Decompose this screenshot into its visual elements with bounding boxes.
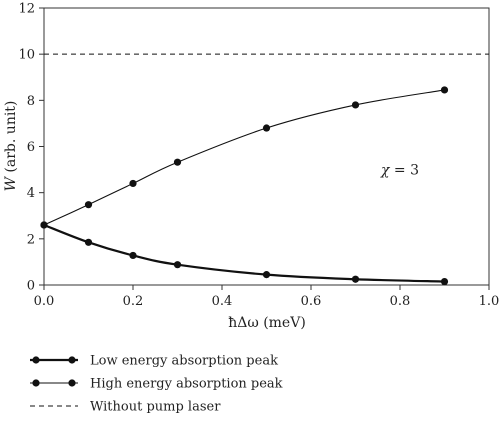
x-axis-ticks: 0.0 0.2 0.4 0.6 0.8 1.0 — [34, 285, 500, 309]
y-tick-label: 2 — [27, 232, 35, 247]
x-axis-label: ħΔω (meV) — [228, 315, 306, 331]
x-tick-label: 0.4 — [212, 294, 233, 309]
legend-label: Low energy absorption peak — [90, 354, 278, 369]
data-point — [440, 277, 449, 286]
data-point — [129, 179, 137, 188]
x-tick-label: 0.8 — [390, 294, 411, 309]
data-point — [40, 221, 48, 229]
data-point — [351, 101, 360, 109]
data-point — [262, 124, 271, 132]
y-tick-label: 6 — [27, 140, 35, 155]
plot-frame — [43, 7, 490, 286]
legend-marker — [32, 379, 40, 387]
legend-marker — [32, 356, 40, 364]
data-point — [84, 201, 93, 209]
data-point — [84, 238, 93, 246]
data-point — [351, 275, 360, 283]
data-point — [173, 158, 182, 166]
legend-label: High energy absorption peak — [90, 377, 283, 392]
x-tick-label: 0.6 — [301, 294, 322, 309]
chi-symbol: χ — [380, 163, 391, 179]
legend-label: Without pump laser — [90, 400, 221, 415]
x-tick-label: 0.2 — [123, 294, 144, 309]
chi-value: = 3 — [389, 163, 419, 179]
x-tick-label: 0.0 — [34, 294, 55, 309]
y-tick-label: 0 — [27, 279, 35, 294]
data-point — [173, 261, 182, 269]
x-tick-label: 1.0 — [479, 294, 500, 309]
chi-annotation: χ = 3 — [380, 163, 419, 179]
legend-marker — [68, 356, 76, 364]
legend: Low energy absorption peak High energy ab… — [30, 354, 283, 415]
series-line-0 — [43, 223, 445, 283]
y-tick-label: 8 — [27, 94, 35, 109]
y-axis-label-rest: (arb. unit) — [3, 101, 19, 177]
y-tick-label: 12 — [18, 2, 35, 17]
data-point — [262, 271, 271, 279]
series-layer — [40, 53, 489, 286]
y-axis-label: W (arb. unit) — [3, 101, 19, 192]
series-line-1 — [43, 89, 445, 226]
data-point — [129, 251, 137, 260]
data-point — [440, 86, 449, 94]
y-axis-label-var: W — [3, 175, 19, 191]
y-tick-label: 4 — [27, 186, 35, 201]
legend-marker — [68, 379, 76, 387]
y-tick-label: 10 — [18, 48, 35, 63]
y-axis-ticks: 0 2 4 6 8 10 12 — [18, 2, 44, 294]
